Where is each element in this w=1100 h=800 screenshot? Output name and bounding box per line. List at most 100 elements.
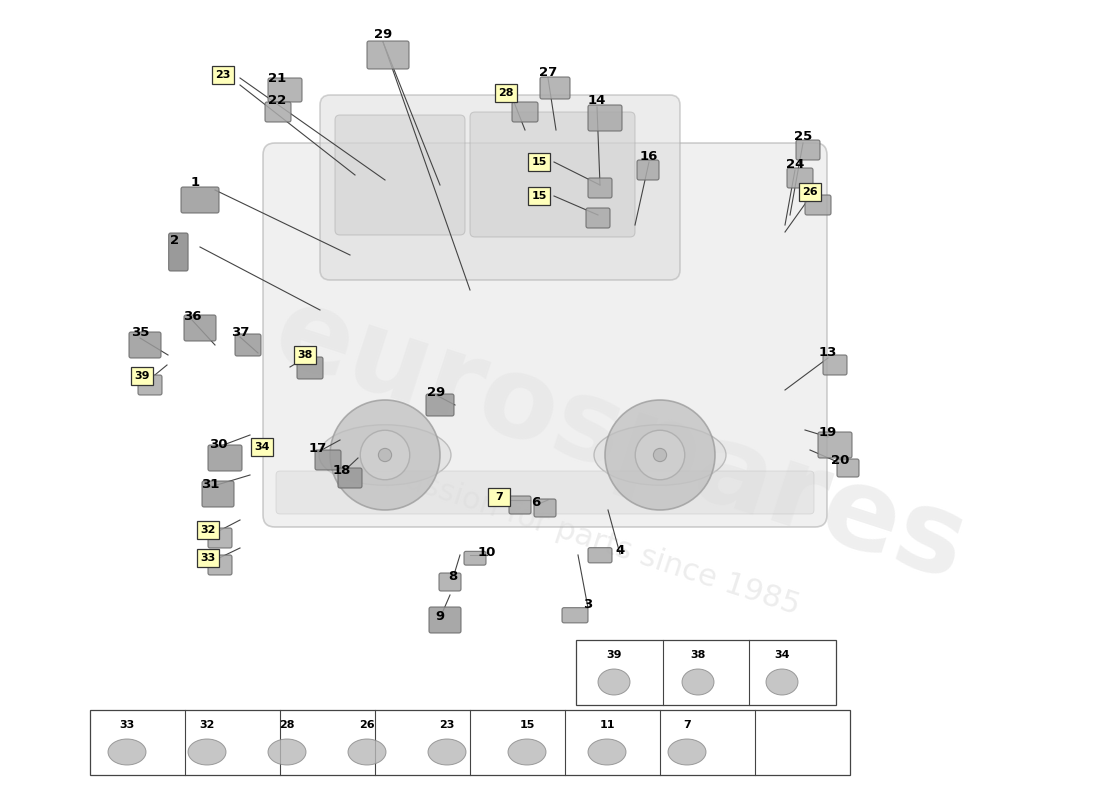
Text: 2: 2 [170,234,179,246]
Ellipse shape [319,425,451,486]
Text: 21: 21 [268,71,286,85]
Ellipse shape [598,669,630,695]
FancyBboxPatch shape [837,459,859,477]
FancyBboxPatch shape [235,334,261,356]
FancyBboxPatch shape [562,608,588,623]
Text: 36: 36 [183,310,201,322]
Ellipse shape [188,739,226,765]
FancyBboxPatch shape [297,357,323,379]
Text: 14: 14 [587,94,606,106]
Text: 3: 3 [583,598,593,610]
Bar [528,187,550,205]
Text: 17: 17 [309,442,327,455]
FancyBboxPatch shape [470,112,635,237]
Circle shape [361,430,409,480]
Text: 22: 22 [268,94,286,106]
Bar [212,66,234,84]
Bar [197,549,219,567]
FancyBboxPatch shape [823,355,847,375]
FancyBboxPatch shape [534,499,556,517]
Text: 15: 15 [531,191,547,201]
Ellipse shape [588,739,626,765]
FancyBboxPatch shape [168,233,188,271]
Text: 32: 32 [200,525,216,535]
Text: 20: 20 [830,454,849,466]
Bar [528,153,550,171]
Text: 9: 9 [436,610,444,622]
FancyBboxPatch shape [208,555,232,575]
Bar [488,488,510,506]
FancyBboxPatch shape [265,102,292,122]
FancyBboxPatch shape [138,375,162,395]
Text: 31: 31 [201,478,219,490]
FancyBboxPatch shape [796,140,820,160]
Text: 13: 13 [818,346,837,358]
Text: 24: 24 [785,158,804,171]
FancyBboxPatch shape [540,77,570,99]
Text: 35: 35 [131,326,150,339]
FancyBboxPatch shape [208,528,232,548]
Text: 1: 1 [190,177,199,190]
Text: 39: 39 [134,371,150,381]
Text: 6: 6 [531,495,540,509]
Text: 29: 29 [374,29,392,42]
FancyBboxPatch shape [184,315,216,341]
Text: 23: 23 [216,70,231,80]
Bar [197,521,219,539]
Text: 27: 27 [539,66,557,79]
Text: 15: 15 [519,720,535,730]
Text: 25: 25 [794,130,812,143]
Text: 16: 16 [640,150,658,162]
FancyBboxPatch shape [818,432,852,458]
Ellipse shape [682,669,714,695]
Text: 33: 33 [120,720,134,730]
FancyBboxPatch shape [426,394,454,416]
Text: a passion for parts since 1985: a passion for parts since 1985 [356,450,804,620]
Text: 18: 18 [333,465,351,478]
FancyBboxPatch shape [805,195,830,215]
Text: 15: 15 [531,157,547,167]
FancyBboxPatch shape [336,115,465,235]
FancyBboxPatch shape [588,548,612,563]
Text: 8: 8 [449,570,458,582]
Circle shape [636,430,684,480]
FancyBboxPatch shape [509,496,531,514]
Text: 29: 29 [427,386,446,399]
Ellipse shape [268,739,306,765]
FancyBboxPatch shape [338,468,362,488]
Text: 23: 23 [439,720,454,730]
Bar [576,640,836,705]
FancyBboxPatch shape [588,105,621,131]
FancyBboxPatch shape [315,450,341,470]
Text: 33: 33 [200,553,216,563]
Ellipse shape [108,739,146,765]
Ellipse shape [766,669,797,695]
Text: 32: 32 [199,720,214,730]
Text: 38: 38 [691,650,706,660]
Text: 30: 30 [209,438,228,450]
FancyBboxPatch shape [439,573,461,591]
Text: 28: 28 [279,720,295,730]
Bar [495,84,517,102]
Text: 39: 39 [606,650,621,660]
Text: 38: 38 [297,350,312,360]
Text: 7: 7 [495,492,503,502]
Circle shape [605,400,715,510]
Text: 19: 19 [818,426,837,438]
FancyBboxPatch shape [208,445,242,471]
Bar [90,710,850,775]
Circle shape [653,448,667,462]
Text: 11: 11 [600,720,615,730]
FancyBboxPatch shape [268,78,302,102]
Text: 28: 28 [498,88,514,98]
Bar [799,183,821,201]
FancyBboxPatch shape [263,143,827,527]
Circle shape [378,448,392,462]
FancyBboxPatch shape [464,551,486,565]
FancyBboxPatch shape [512,102,538,122]
Bar [294,346,316,364]
Ellipse shape [594,425,726,486]
Text: 26: 26 [802,187,817,197]
Text: 7: 7 [683,720,691,730]
FancyBboxPatch shape [786,168,813,188]
